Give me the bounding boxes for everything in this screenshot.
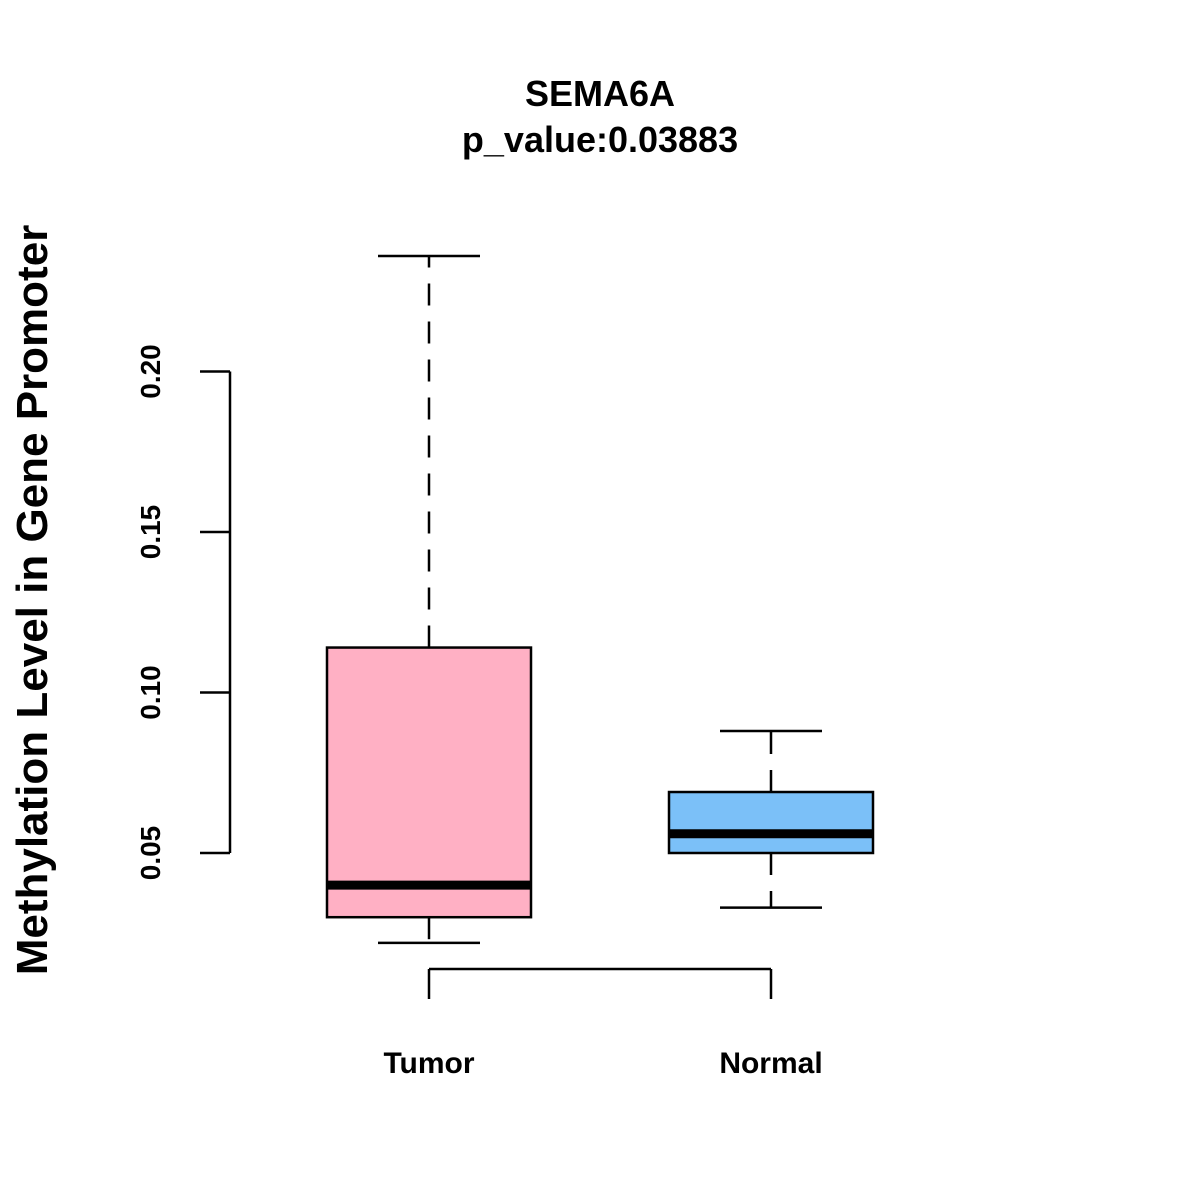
x-axis: Tumor Normal xyxy=(383,967,823,1080)
box-rect xyxy=(325,646,533,919)
y-tick-label: 0.05 xyxy=(135,826,166,881)
y-tick-label: 0.10 xyxy=(135,665,166,720)
y-axis-label: Methylation Level in Gene Promoter xyxy=(8,225,57,976)
x-tick-label: Tumor xyxy=(383,1047,474,1080)
y-tick-label: 0.15 xyxy=(135,505,166,560)
box-tumor xyxy=(325,254,533,945)
box-rect xyxy=(667,790,875,855)
chart-subtitle: p_value:0.03883 xyxy=(462,119,738,160)
chart-title: SEMA6A xyxy=(525,73,675,114)
boxes xyxy=(325,254,875,945)
x-tick-label: Normal xyxy=(719,1047,822,1080)
box-normal xyxy=(667,729,875,909)
y-axis: 0.05 0.10 0.15 0.20 xyxy=(135,344,232,881)
y-tick-label: 0.20 xyxy=(135,344,166,399)
